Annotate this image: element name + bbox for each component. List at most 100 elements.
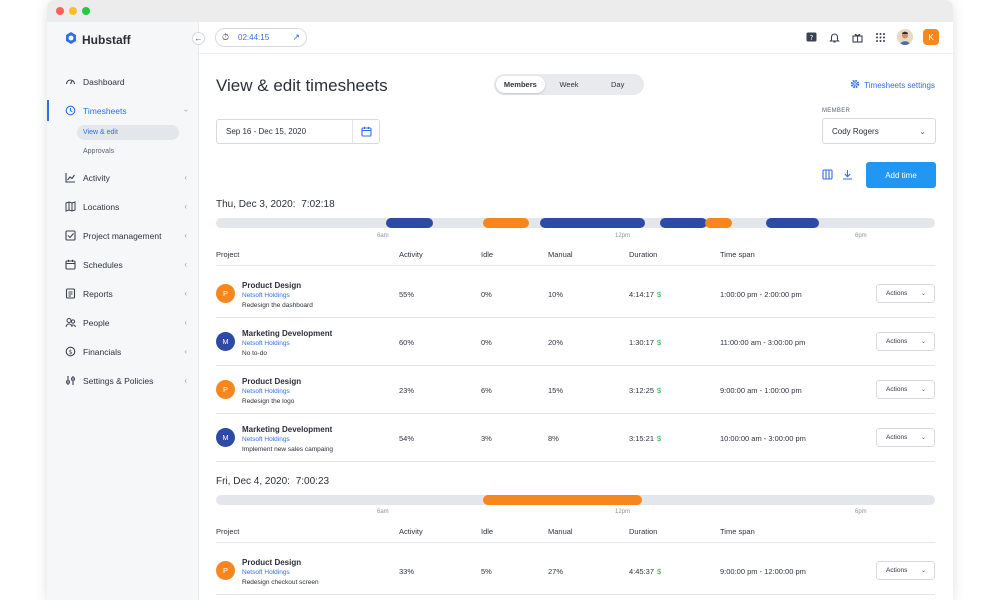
time-segment[interactable] [483,495,643,505]
duration-value: 3:12:25 [629,386,655,395]
activity-value: 33% [399,567,415,576]
sidebar-item-timesheets[interactable]: Timesheets ‹ [47,96,199,125]
project-name[interactable]: Marketing Development [242,329,333,338]
actions-label: Actions [886,338,908,345]
tab-week[interactable]: Week [559,80,579,89]
bell-icon[interactable] [828,31,841,44]
sidebar: Hubstaff Dashboard Timesheets ‹ View & e… [47,22,199,600]
date-range-value: Sep 16 - Dec 15, 2020 [226,127,307,136]
client-name[interactable]: Netsoft Holdings [242,292,290,299]
calendar-icon [65,259,76,270]
sidebar-nav: Dashboard Timesheets ‹ View & edit Appro… [47,67,199,395]
download-icon[interactable] [842,169,853,183]
client-name[interactable]: Netsoft Holdings [242,436,290,443]
col-time-span[interactable]: Time span [720,527,755,536]
tab-day[interactable]: Day [611,80,625,89]
billable-dollar-icon: $ [657,338,662,347]
actions-dropdown[interactable]: Actions ⌄ [876,380,935,399]
arrow-up-right-icon[interactable]: ↗ [292,32,300,42]
col-manual[interactable]: Manual [548,527,573,536]
sidebar-item-dashboard[interactable]: Dashboard [47,67,199,96]
client-name[interactable]: Netsoft Holdings [242,340,290,347]
gift-icon[interactable] [851,31,864,44]
col-duration[interactable]: Duration [629,527,658,536]
time-segment[interactable] [386,218,434,228]
sidebar-item-schedules[interactable]: Schedules ‹ [47,250,199,279]
apps-grid-icon[interactable] [874,31,887,44]
chevron-left-icon: ‹ [184,289,187,298]
chevron-left-icon: ‹ [184,318,187,327]
col-idle[interactable]: Idle [481,250,494,259]
client-name[interactable]: Netsoft Holdings [242,388,290,395]
add-time-button[interactable]: Add time [866,162,936,188]
time-span-value: 10:00:00 am - 3:00:00 pm [720,434,806,443]
time-segment[interactable] [483,218,529,228]
task-name: Redesign checkout screen [242,579,319,586]
clock-icon [65,105,76,116]
project-name[interactable]: Product Design [242,281,302,290]
actions-dropdown[interactable]: Actions ⌄ [876,332,935,351]
col-project[interactable]: Project [216,527,240,536]
close-window-button[interactable] [56,7,64,15]
actions-dropdown[interactable]: Actions ⌄ [876,561,935,580]
minimize-window-button[interactable] [69,7,77,15]
timesheets-settings-link[interactable]: Timesheets settings [850,79,935,91]
collapse-sidebar-button[interactable]: ← [192,32,205,45]
top-bar-actions: ? K [805,29,939,45]
day-total: 7:00:23 [295,476,330,487]
project-name[interactable]: Product Design [242,377,302,386]
sidebar-item-activity[interactable]: Activity ‹ [47,163,199,192]
arrow-left-icon: ← [194,34,203,43]
sidebar-item-project-management[interactable]: Project management ‹ [47,221,199,250]
col-time-span[interactable]: Time span [720,250,755,259]
maximize-window-button[interactable] [82,7,90,15]
table-tools [822,169,853,183]
time-segment[interactable] [766,218,819,228]
columns-icon[interactable] [822,169,833,183]
sidebar-item-people[interactable]: People ‹ [47,308,199,337]
day-timeline[interactable] [216,218,935,228]
col-activity[interactable]: Activity [399,527,423,536]
chevron-left-icon: ‹ [184,376,187,385]
calendar-icon[interactable] [352,120,379,143]
settings-link-label: Timesheets settings [864,80,935,90]
project-name[interactable]: Product Design [242,558,302,567]
time-span-value: 9:00:00 am - 1:00:00 pm [720,386,802,395]
manual-value: 15% [548,386,564,395]
actions-dropdown[interactable]: Actions ⌄ [876,284,935,303]
sidebar-item-reports[interactable]: Reports ‹ [47,279,199,308]
organization-badge[interactable]: K [923,29,939,45]
task-name: Redesign the logo [242,398,295,405]
col-duration[interactable]: Duration [629,250,658,259]
col-idle[interactable]: Idle [481,527,494,536]
subnav-approvals[interactable]: Approvals [83,148,115,155]
col-project[interactable]: Project [216,250,240,259]
user-avatar[interactable] [897,29,913,45]
activity-value: 60% [399,338,415,347]
logo[interactable]: Hubstaff [64,31,131,48]
report-icon [65,288,76,299]
sidebar-item-label: Activity [83,172,110,183]
subnav-view-edit[interactable]: View & edit [77,125,179,140]
help-icon[interactable]: ? [805,31,818,44]
tab-members[interactable]: Members [496,76,545,93]
sidebar-item-locations[interactable]: Locations ‹ [47,192,199,221]
project-name[interactable]: Marketing Development [242,425,333,434]
day-timeline[interactable] [216,495,935,505]
time-segment[interactable] [704,218,733,228]
sidebar-item-financials[interactable]: $ Financials ‹ [47,337,199,366]
sidebar-item-settings-policies[interactable]: Settings & Policies ‹ [47,366,199,395]
actions-label: Actions [886,290,908,297]
time-segment[interactable] [659,218,708,228]
timer-widget[interactable]: ⏱ 02:44:15 ↗ [215,28,307,47]
col-manual[interactable]: Manual [548,250,573,259]
member-select[interactable]: Cody Rogers ⌄ [822,118,936,144]
gear-icon [850,79,860,91]
sidebar-item-label: Locations [83,201,120,212]
actions-dropdown[interactable]: Actions ⌄ [876,428,935,447]
client-name[interactable]: Netsoft Holdings [242,569,290,576]
col-activity[interactable]: Activity [399,250,423,259]
date-range-picker[interactable]: Sep 16 - Dec 15, 2020 [216,119,380,144]
time-segment[interactable] [539,218,646,228]
duration-cell: 4:45:37 $ [629,567,661,576]
